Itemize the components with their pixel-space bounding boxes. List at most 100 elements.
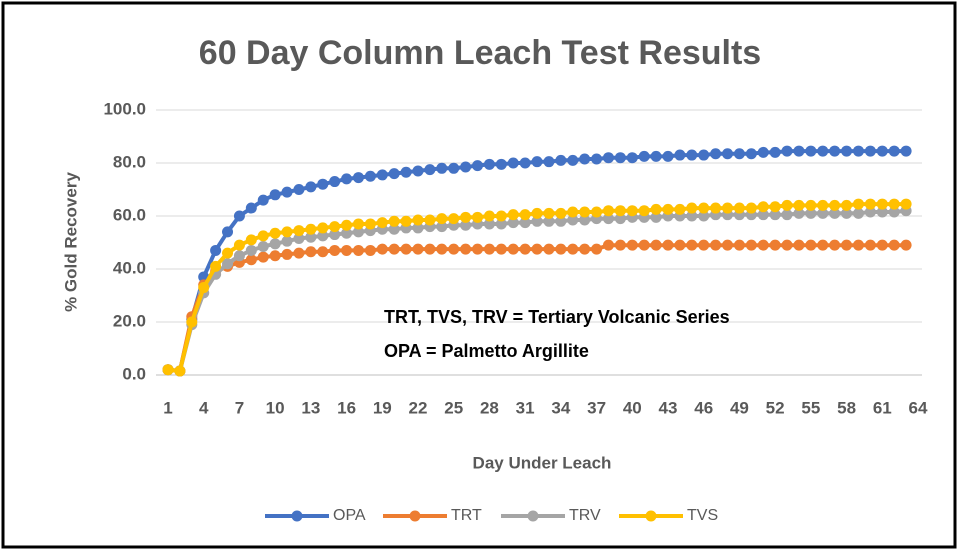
x-tick-label: 16 bbox=[337, 398, 356, 417]
data-point bbox=[614, 213, 626, 225]
data-point bbox=[495, 210, 507, 222]
data-point bbox=[519, 157, 531, 169]
data-point bbox=[472, 160, 484, 172]
data-point bbox=[317, 222, 329, 234]
x-tick-label: 4 bbox=[199, 398, 209, 417]
data-point bbox=[793, 239, 805, 251]
legend-label: OPA bbox=[333, 507, 366, 524]
data-point bbox=[233, 239, 245, 251]
y-tick-label: 20.0 bbox=[113, 311, 146, 330]
data-point bbox=[448, 213, 460, 225]
data-point bbox=[555, 215, 567, 227]
data-point bbox=[257, 230, 269, 242]
data-point bbox=[626, 239, 638, 251]
data-point bbox=[269, 238, 281, 250]
data-point bbox=[293, 184, 305, 195]
data-point bbox=[198, 282, 210, 294]
legend-marker bbox=[645, 510, 657, 522]
data-point bbox=[448, 243, 460, 255]
y-tick-label: 80.0 bbox=[113, 152, 146, 171]
y-tick-label: 40.0 bbox=[113, 258, 146, 277]
data-point bbox=[269, 227, 281, 239]
data-point bbox=[531, 207, 543, 219]
data-point bbox=[495, 243, 507, 255]
data-point bbox=[222, 247, 234, 259]
data-point bbox=[602, 152, 614, 164]
data-point bbox=[793, 207, 805, 219]
data-point bbox=[376, 169, 388, 181]
data-point bbox=[388, 243, 400, 255]
data-point bbox=[281, 226, 293, 238]
data-point bbox=[436, 221, 448, 233]
data-point bbox=[341, 227, 353, 239]
data-point bbox=[662, 239, 674, 251]
legend-label: TVS bbox=[687, 507, 718, 524]
data-point bbox=[567, 243, 579, 255]
data-point bbox=[900, 239, 912, 251]
data-point bbox=[186, 316, 198, 328]
data-point bbox=[567, 154, 579, 166]
data-point bbox=[888, 198, 900, 210]
data-point bbox=[281, 186, 293, 198]
data-point bbox=[745, 148, 757, 160]
x-tick-label: 25 bbox=[444, 398, 463, 417]
data-point bbox=[769, 209, 781, 221]
data-point bbox=[579, 214, 591, 226]
data-point bbox=[329, 229, 341, 241]
y-tick-label: 100.0 bbox=[103, 99, 146, 118]
data-point bbox=[864, 198, 876, 210]
data-point bbox=[638, 239, 650, 251]
data-point bbox=[507, 243, 519, 255]
data-point bbox=[305, 231, 317, 243]
x-tick-label: 7 bbox=[235, 398, 244, 417]
data-point bbox=[305, 223, 317, 235]
data-point bbox=[674, 239, 686, 251]
data-point bbox=[567, 206, 579, 218]
data-point bbox=[579, 243, 591, 255]
data-point bbox=[686, 210, 698, 222]
data-point bbox=[841, 199, 853, 211]
legend-label: TRT bbox=[451, 507, 482, 524]
legend-marker bbox=[409, 510, 421, 522]
data-point bbox=[817, 239, 829, 251]
data-point bbox=[305, 246, 317, 258]
x-tick-label: 1 bbox=[163, 398, 172, 417]
data-point bbox=[460, 161, 472, 173]
data-point bbox=[674, 203, 686, 215]
data-point bbox=[329, 244, 341, 256]
data-point bbox=[376, 243, 388, 255]
data-point bbox=[364, 218, 376, 230]
x-tick-label: 34 bbox=[551, 398, 570, 417]
data-point bbox=[650, 150, 662, 162]
data-point bbox=[805, 199, 817, 211]
data-point bbox=[352, 172, 364, 184]
data-point bbox=[614, 152, 626, 164]
data-point bbox=[829, 207, 841, 219]
data-point bbox=[400, 215, 412, 227]
data-point bbox=[400, 166, 412, 178]
data-point bbox=[888, 239, 900, 251]
data-point bbox=[900, 198, 912, 210]
data-point bbox=[388, 223, 400, 235]
data-point bbox=[698, 149, 710, 161]
data-point bbox=[519, 243, 531, 255]
data-point bbox=[686, 149, 698, 161]
data-point bbox=[733, 239, 745, 251]
data-point bbox=[876, 239, 888, 251]
data-point bbox=[507, 217, 519, 229]
data-point bbox=[317, 178, 329, 190]
y-tick-label: 0.0 bbox=[122, 364, 146, 383]
data-point bbox=[864, 206, 876, 218]
x-tick-label: 19 bbox=[373, 398, 392, 417]
data-point bbox=[293, 225, 305, 237]
data-point bbox=[686, 239, 698, 251]
data-point bbox=[531, 243, 543, 255]
data-point bbox=[412, 214, 424, 226]
data-point bbox=[769, 239, 781, 251]
data-point bbox=[424, 214, 436, 226]
x-tick-label: 37 bbox=[587, 398, 606, 417]
data-point bbox=[864, 239, 876, 251]
data-point bbox=[567, 214, 579, 226]
x-tick-label: 61 bbox=[873, 398, 892, 417]
data-point bbox=[710, 202, 722, 214]
